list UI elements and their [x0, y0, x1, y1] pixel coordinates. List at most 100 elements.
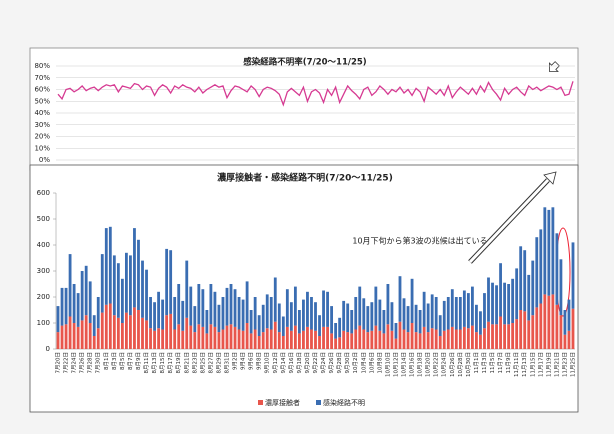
bar-segment — [185, 260, 189, 318]
y-tick-label: 30% — [34, 121, 50, 129]
bar-segment — [197, 284, 201, 325]
bar-segment — [133, 307, 136, 349]
bar-segment — [205, 333, 209, 349]
bar-segment — [430, 294, 434, 329]
bar-segment — [475, 304, 478, 333]
bar-segment — [519, 246, 523, 310]
bar-segment — [479, 334, 482, 349]
bar-segment — [406, 332, 410, 349]
x-tick-label: 9月2日 — [232, 352, 239, 370]
bar-segment — [221, 297, 225, 330]
bar-segment — [346, 332, 350, 349]
bar-segment — [314, 302, 317, 331]
bar-segment — [342, 330, 346, 349]
top-chart-frame — [29, 47, 579, 171]
bar-segment — [124, 252, 128, 313]
bar-segment — [161, 299, 165, 330]
x-tick-label: 8月17日 — [167, 352, 174, 374]
bar-segment — [338, 317, 342, 338]
y-tick-label: 70% — [34, 74, 50, 82]
bar-segment — [116, 317, 120, 349]
bar-segment — [92, 315, 96, 336]
bar-segment — [531, 260, 535, 316]
bar-segment — [169, 313, 173, 349]
bar-segment — [265, 294, 269, 329]
legend-label: 濃厚接触者 — [265, 398, 300, 407]
bar-segment — [326, 326, 329, 349]
bar-segment — [185, 317, 189, 349]
bar-segment — [120, 278, 124, 323]
x-tick-label: 8月11日 — [143, 352, 150, 374]
x-tick-label: 7月30日 — [95, 352, 102, 374]
bar-segment — [511, 323, 515, 349]
x-tick-label: 8月3日 — [111, 352, 118, 370]
bar-segment — [491, 324, 494, 349]
bar-segment — [141, 317, 144, 349]
bar-segment — [414, 304, 418, 333]
bar-segment — [112, 315, 116, 349]
x-tick-label: 8月13日 — [151, 352, 158, 374]
bar-segment — [104, 228, 108, 305]
bar-segment — [173, 329, 177, 349]
bar-segment — [410, 278, 414, 323]
bar-segment — [519, 310, 523, 349]
bar-segment — [88, 281, 92, 323]
bar-segment — [314, 330, 317, 349]
bar-segment — [547, 295, 551, 349]
bar-segment — [470, 325, 474, 349]
bar-segment — [100, 254, 104, 313]
bar-segment — [571, 308, 575, 349]
bar-segment — [495, 285, 498, 325]
bar-segment — [297, 310, 301, 334]
bar-segment — [145, 320, 148, 349]
bar-segment — [189, 286, 193, 326]
bar-segment — [559, 259, 563, 316]
bar-segment — [137, 310, 140, 349]
bar-segment — [72, 284, 76, 323]
bar-segment — [378, 330, 382, 349]
x-tick-label: 7月22日 — [63, 352, 70, 374]
bar-segment — [213, 291, 217, 327]
bar-segment — [129, 315, 132, 349]
bar-segment — [370, 330, 374, 349]
x-tick-label: 10月12日 — [392, 352, 399, 377]
bar-segment — [56, 306, 60, 333]
x-tick-label: 10月4日 — [360, 352, 367, 374]
y-tick-label: 60% — [34, 86, 50, 94]
x-tick-label: 11月7日 — [497, 352, 504, 374]
bar-segment — [551, 207, 555, 295]
bar-segment — [213, 326, 217, 349]
bar-segment — [92, 336, 96, 349]
bar-segment — [458, 329, 462, 349]
bar-segment — [249, 333, 253, 349]
y-tick-label: 400 — [37, 241, 50, 249]
x-tick-label: 8月19日 — [175, 352, 182, 374]
bar-segment — [535, 307, 539, 349]
bar-segment — [386, 284, 390, 325]
bar-segment — [495, 324, 498, 349]
bar-segment — [543, 294, 547, 349]
bar-segment — [491, 282, 494, 325]
bar-segment — [80, 271, 84, 321]
bar-segment — [402, 329, 406, 349]
bar-segment — [149, 328, 152, 349]
bar-segment — [273, 321, 277, 349]
bar-segment — [96, 328, 100, 349]
bar-segment — [358, 286, 362, 326]
x-tick-label: 11月9日 — [505, 352, 512, 374]
bar-segment — [257, 336, 261, 349]
bar-segment — [374, 325, 378, 349]
bar-segment — [322, 290, 325, 327]
x-tick-label: 9月20日 — [304, 352, 311, 374]
bar-segment — [273, 277, 277, 322]
bar-segment — [386, 324, 390, 349]
x-tick-label: 8月23日 — [191, 352, 198, 374]
bar-segment — [253, 297, 257, 330]
x-tick-label: 7月20日 — [55, 352, 62, 374]
x-tick-label: 9月4日 — [240, 352, 247, 370]
big-arrow-head — [543, 171, 557, 185]
x-tick-label: 11月25日 — [569, 352, 576, 377]
bar-segment — [60, 325, 64, 349]
bar-segment — [426, 303, 430, 333]
x-tick-label: 9月16日 — [288, 352, 295, 374]
